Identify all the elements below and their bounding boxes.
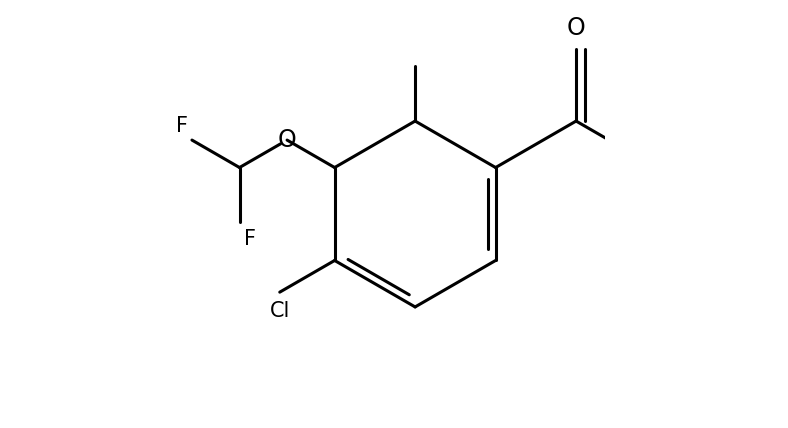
Text: F: F <box>176 116 188 136</box>
Text: Cl: Cl <box>269 301 290 321</box>
Text: F: F <box>243 229 256 249</box>
Text: O: O <box>277 128 296 152</box>
Text: O: O <box>567 16 585 40</box>
